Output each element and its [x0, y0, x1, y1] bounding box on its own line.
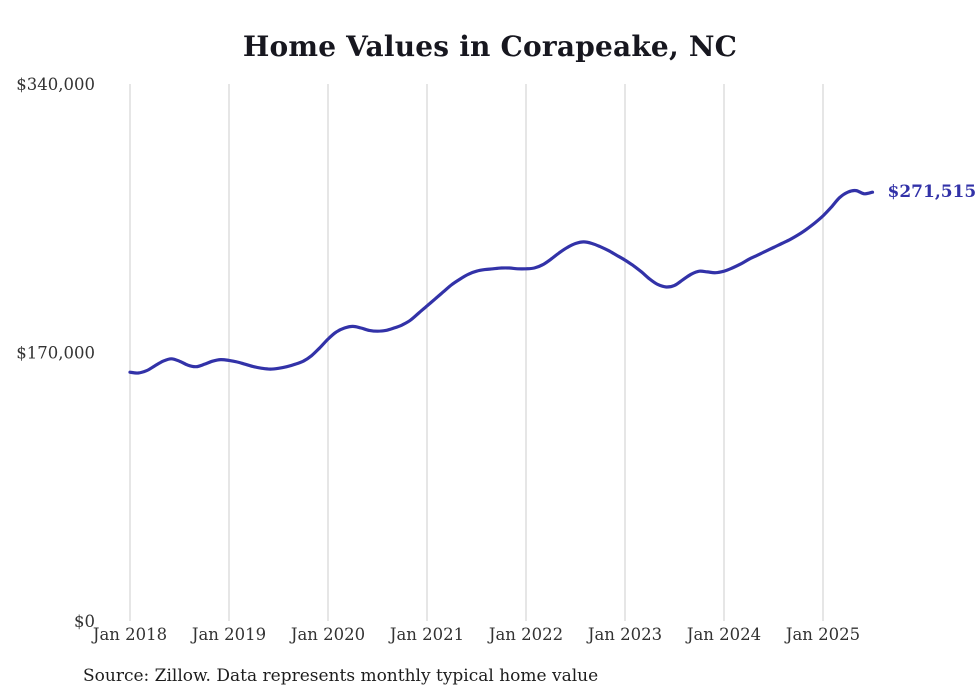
chart-title: Home Values in Corapeake, NC — [242, 30, 738, 63]
x-tick-label: Jan 2020 — [289, 625, 365, 644]
x-tick-label: Jan 2021 — [388, 625, 464, 644]
x-tick-label: Jan 2023 — [586, 625, 662, 644]
x-tick-label: Jan 2018 — [91, 625, 167, 644]
y-tick-label: $340,000 — [16, 75, 95, 94]
source-note: Source: Zillow. Data represents monthly … — [83, 666, 599, 686]
end-value-label: $271,515 — [887, 182, 977, 203]
x-tick-label: Jan 2022 — [487, 625, 563, 644]
y-tick-label: $170,000 — [16, 344, 95, 363]
x-tick-label: Jan 2024 — [685, 625, 761, 644]
x-tick-label: Jan 2025 — [784, 625, 860, 644]
y-tick-label: $0 — [74, 612, 95, 631]
x-tick-label: Jan 2019 — [190, 625, 266, 644]
home-value-line — [128, 188, 875, 375]
